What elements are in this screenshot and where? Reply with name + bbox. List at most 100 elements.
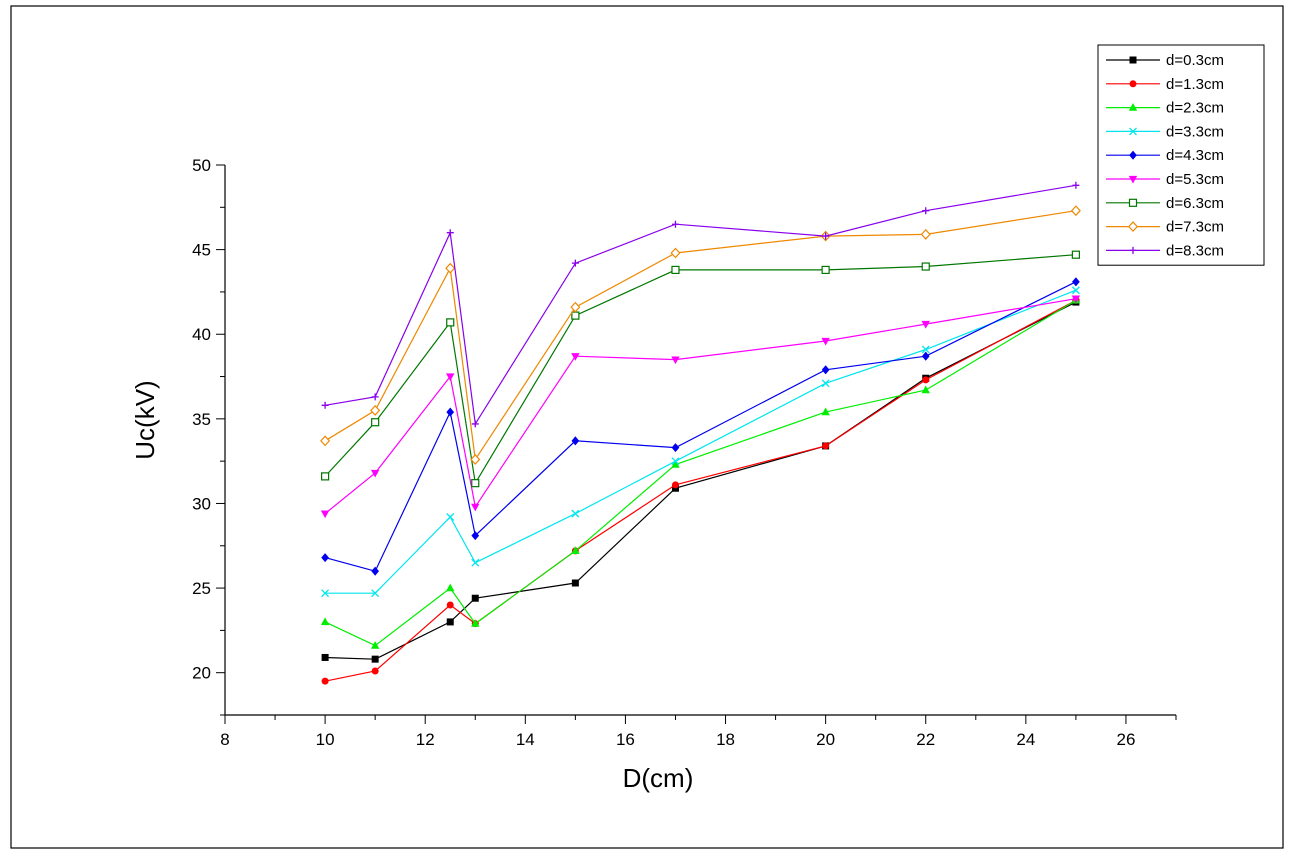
data-point xyxy=(321,677,329,685)
legend-label: d=8.3cm xyxy=(1166,242,1224,259)
legend: d=0.3cm d=1.3cm d=2.3cm d=3.3cm d=4.3cm d=5.3… xyxy=(1097,44,1265,266)
data-point xyxy=(571,509,580,518)
data-point xyxy=(921,320,930,329)
y-axis-title: Uc(kV) xyxy=(130,380,160,459)
legend-label: d=1.3cm xyxy=(1166,76,1224,93)
legend-item: d=3.3cm xyxy=(1106,123,1224,140)
data-point xyxy=(471,420,479,428)
data-point xyxy=(922,207,930,215)
x-tick-label: 8 xyxy=(220,730,229,749)
data-point xyxy=(471,594,479,602)
y-tick-label: 50 xyxy=(192,156,211,175)
data-point xyxy=(1072,181,1080,189)
data-point xyxy=(671,443,680,453)
data-point xyxy=(371,667,379,675)
data-point xyxy=(1071,286,1080,295)
data-point xyxy=(471,619,480,627)
data-point xyxy=(1071,295,1081,304)
legend-label: d=3.3cm xyxy=(1166,123,1224,140)
data-point xyxy=(571,546,580,554)
x-tick-label: 20 xyxy=(816,730,835,749)
data-point xyxy=(320,510,330,519)
data-point xyxy=(321,553,329,563)
data-point xyxy=(371,393,379,401)
data-point xyxy=(1128,103,1138,111)
data-point xyxy=(571,311,580,320)
data-point xyxy=(446,407,455,417)
series-layer xyxy=(320,181,1081,685)
outer-frame xyxy=(10,5,1284,849)
data-point xyxy=(1129,150,1137,160)
data-point xyxy=(1071,250,1080,259)
data-point xyxy=(1127,221,1139,233)
data-point xyxy=(446,583,455,592)
data-point xyxy=(921,262,930,271)
data-point xyxy=(446,601,454,609)
data-point xyxy=(671,356,680,365)
data-point xyxy=(371,589,380,598)
series-d=2.3cm xyxy=(320,295,1081,649)
series-d=4.3cm xyxy=(321,277,1080,576)
data-point xyxy=(1128,175,1138,184)
data-point xyxy=(371,418,380,427)
data-point xyxy=(1070,205,1081,217)
legend-label: d=7.3cm xyxy=(1166,219,1224,236)
x-tick-label: 26 xyxy=(1116,730,1135,749)
y-tick-label: 40 xyxy=(192,325,211,344)
legend-label: d=4.3cm xyxy=(1166,147,1224,164)
data-point xyxy=(821,407,830,416)
x-tick-label: 22 xyxy=(916,730,935,749)
data-point xyxy=(446,513,455,521)
y-tick-label: 35 xyxy=(192,410,211,429)
legend-label: d=6.3cm xyxy=(1166,195,1224,212)
legend-item: d=5.3cm xyxy=(1106,171,1224,188)
data-point xyxy=(471,531,480,541)
axis-ticks: 8 10 12 14 16 18 20 22 24 26 20 25 30 35 40 45 50 xyxy=(192,156,1177,749)
legend-label: d=0.3cm xyxy=(1166,52,1224,69)
legend-label: d=2.3cm xyxy=(1166,100,1224,117)
data-point xyxy=(321,653,329,661)
data-point xyxy=(922,376,930,384)
data-point xyxy=(446,618,454,626)
legend-item: d=1.3cm xyxy=(1106,76,1224,93)
data-point xyxy=(1129,56,1137,64)
y-tick-label: 45 xyxy=(192,241,211,260)
data-point xyxy=(370,641,380,649)
data-point xyxy=(921,345,930,354)
data-point xyxy=(321,589,330,598)
data-point xyxy=(571,579,579,587)
data-point xyxy=(371,566,380,576)
data-point xyxy=(671,459,680,468)
series-d=5.3cm xyxy=(320,295,1081,519)
data-point xyxy=(445,262,456,274)
data-point xyxy=(571,436,580,446)
x-tick-label: 18 xyxy=(716,730,735,749)
legend-label: d=5.3cm xyxy=(1166,171,1224,188)
legend-item: d=8.3cm xyxy=(1106,242,1224,259)
series-d=6.3cm xyxy=(321,250,1080,488)
axes xyxy=(224,165,1176,716)
data-point xyxy=(371,655,379,663)
data-point xyxy=(821,365,830,375)
legend-item: d=0.3cm xyxy=(1106,52,1224,69)
data-point xyxy=(571,353,580,361)
data-point xyxy=(822,232,830,240)
data-point xyxy=(671,481,679,489)
data-point xyxy=(671,220,679,228)
x-tick-label: 12 xyxy=(416,730,435,749)
legend-item: d=2.3cm xyxy=(1106,100,1224,117)
data-point xyxy=(320,617,330,626)
data-point xyxy=(370,469,380,478)
data-point xyxy=(821,337,830,346)
data-point xyxy=(920,228,931,240)
data-point xyxy=(471,558,480,567)
data-point xyxy=(321,472,330,481)
data-point xyxy=(446,318,455,327)
data-point xyxy=(1128,198,1138,207)
y-tick-label: 30 xyxy=(192,494,211,513)
x-tick-label: 24 xyxy=(1016,730,1035,749)
data-point xyxy=(821,265,830,275)
data-point xyxy=(370,404,381,416)
data-point xyxy=(1129,80,1137,88)
